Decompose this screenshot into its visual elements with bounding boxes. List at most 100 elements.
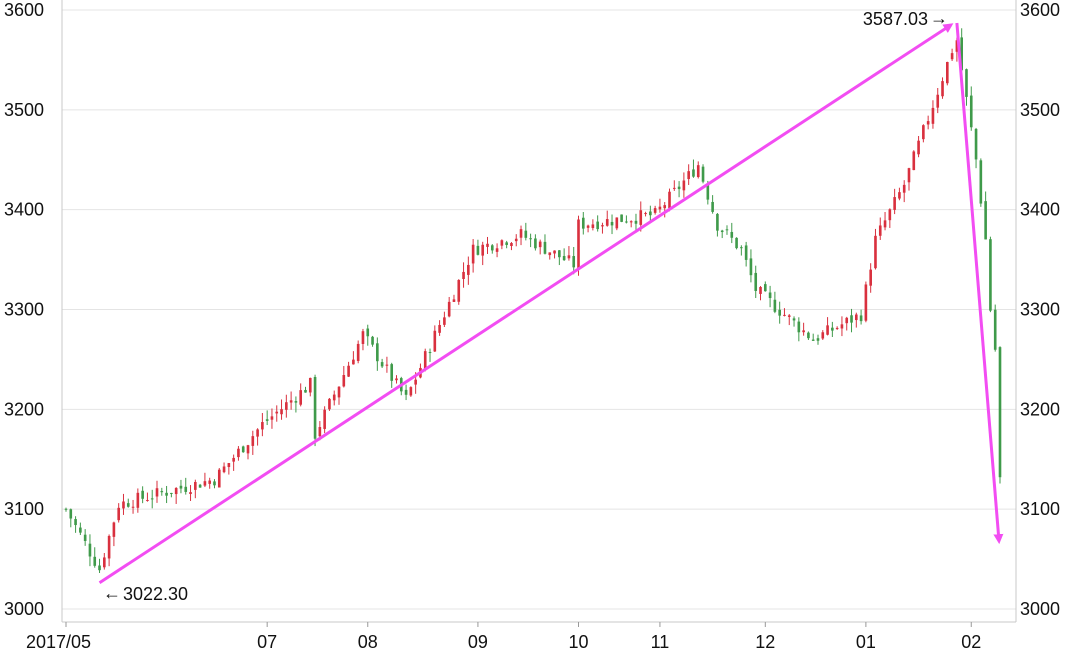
candle-body: [217, 469, 221, 488]
candle-body: [768, 292, 772, 299]
candle-body: [184, 486, 188, 492]
candle: [471, 239, 475, 273]
candle-body: [658, 206, 662, 210]
candle-body: [107, 535, 111, 559]
candle: [898, 187, 901, 201]
candle-body: [74, 519, 77, 526]
candle-body: [289, 400, 293, 403]
candle: [740, 245, 743, 256]
candle: [308, 377, 312, 397]
candle: [993, 304, 997, 352]
candle: [950, 48, 954, 61]
candle: [696, 161, 700, 179]
candle: [931, 100, 935, 129]
candles: [64, 28, 1002, 573]
candle: [347, 361, 350, 377]
candle-body: [126, 503, 130, 507]
candle-body: [610, 221, 614, 226]
candle: [189, 485, 192, 501]
high-value-arrow: →: [930, 8, 948, 28]
candle: [591, 219, 595, 231]
candle: [69, 508, 73, 528]
candle-body: [965, 69, 968, 97]
candle-body: [577, 219, 580, 268]
candle-body: [462, 271, 465, 279]
candle-body: [778, 309, 781, 316]
candle-body: [213, 481, 216, 486]
candle: [217, 468, 221, 488]
candle-body: [447, 301, 451, 317]
candle-body: [131, 506, 135, 508]
candle: [265, 410, 269, 426]
candle-body: [241, 446, 245, 453]
candle: [625, 215, 628, 224]
candle: [126, 498, 130, 508]
candle: [174, 487, 178, 504]
candle-body: [93, 556, 97, 566]
candle-body: [941, 81, 944, 97]
candle: [912, 150, 916, 171]
candle: [792, 316, 796, 327]
candle-body: [534, 238, 537, 249]
candle-body: [251, 436, 255, 446]
candle-body: [352, 359, 355, 365]
candle: [514, 234, 518, 247]
candle-body: [821, 332, 825, 339]
candle: [773, 291, 777, 314]
candle: [601, 222, 604, 234]
candle-body: [404, 389, 408, 395]
left-y-tick-label: 3300: [4, 300, 44, 320]
candle-body: [122, 501, 125, 509]
candle: [926, 115, 930, 130]
candle-body: [797, 321, 801, 333]
candle-body: [974, 128, 978, 160]
candle-body: [850, 315, 853, 323]
candle-body: [998, 347, 1002, 478]
candle-body: [869, 269, 872, 286]
candle-body: [275, 411, 279, 414]
candle-body: [960, 37, 963, 71]
candle: [505, 240, 508, 249]
candle: [361, 328, 365, 351]
candle-body: [136, 492, 140, 508]
candle: [285, 394, 288, 418]
candle-body: [495, 248, 499, 252]
candle: [917, 136, 920, 158]
candle: [438, 320, 441, 336]
candle: [356, 340, 360, 364]
candle-body: [371, 336, 374, 345]
candle: [524, 222, 528, 241]
candle-body: [840, 324, 844, 329]
candle-body: [543, 241, 547, 254]
candle: [620, 214, 623, 223]
candle: [663, 202, 667, 218]
candle-body: [443, 317, 446, 325]
candle: [562, 248, 566, 261]
candle: [170, 492, 173, 498]
candle-body: [222, 466, 226, 473]
candle: [241, 445, 245, 453]
candle: [280, 399, 283, 420]
x-axis: 2017/05 07 08 09 10 11 12 01 02: [26, 622, 981, 652]
candle-body: [337, 386, 341, 398]
candle-body: [907, 168, 911, 183]
candle: [653, 205, 657, 215]
candle-body: [170, 492, 173, 494]
candle-body: [634, 220, 638, 224]
candle-body: [744, 245, 748, 260]
candle: [98, 558, 101, 573]
candle: [136, 488, 140, 513]
trend-lines: [98, 22, 1004, 584]
candle-body: [361, 331, 365, 344]
candle: [194, 479, 197, 499]
candle-body: [826, 325, 829, 335]
candle: [850, 308, 853, 333]
x-tick-label: 08: [358, 632, 378, 652]
candle-body: [409, 387, 413, 396]
candle-body: [366, 328, 370, 337]
candle-body: [989, 239, 992, 311]
candle: [467, 256, 470, 285]
high-value-label: 3587.03: [863, 9, 928, 29]
candle: [845, 316, 849, 331]
candle: [299, 383, 303, 407]
